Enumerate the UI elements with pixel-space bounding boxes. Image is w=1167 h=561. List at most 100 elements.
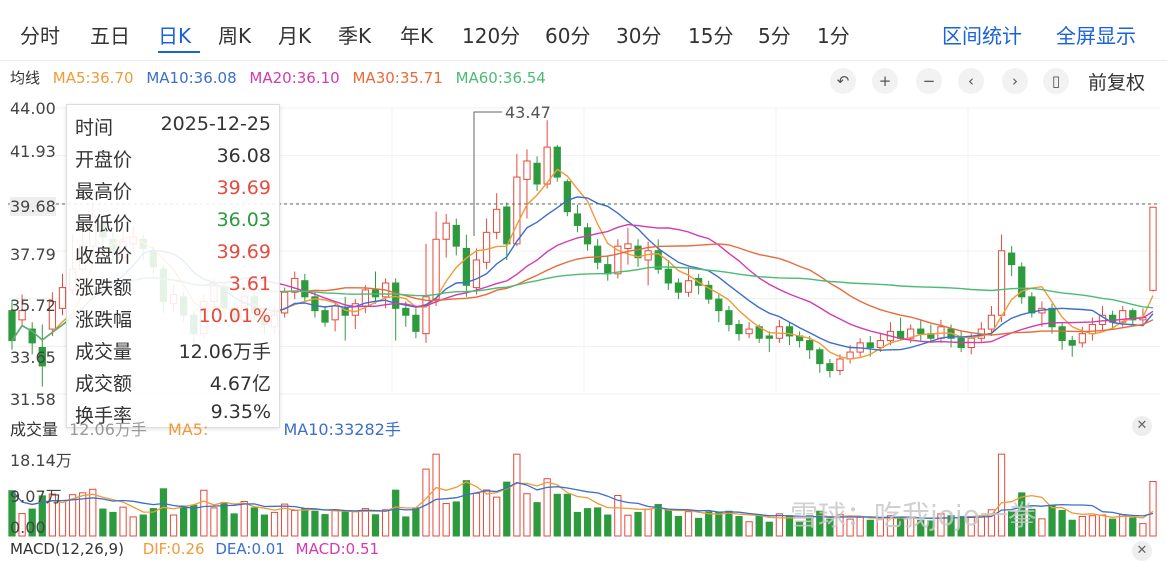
- volume-label: 成交量: [10, 420, 59, 439]
- candle: [826, 363, 834, 372]
- candle: [987, 314, 996, 330]
- volume-bar: [806, 515, 814, 537]
- volume-bar: [533, 502, 541, 537]
- volume-bar: [594, 507, 602, 537]
- volume-bar: [674, 515, 683, 537]
- candle: [725, 310, 733, 325]
- volume-bar: [654, 504, 662, 537]
- tab-60min[interactable]: 60分: [545, 24, 591, 48]
- volume-bar: [1048, 505, 1056, 537]
- volume-bar: [705, 511, 713, 537]
- volume-bar: [816, 510, 824, 537]
- candle: [1119, 310, 1127, 323]
- tab-rik[interactable]: 日K: [158, 24, 192, 48]
- volume-bar: [1108, 518, 1117, 537]
- candle: [1028, 296, 1036, 314]
- y-tick-label: 37.79: [10, 245, 56, 264]
- fullscreen-link[interactable]: 全屏显示: [1056, 24, 1136, 48]
- volume-bar: [139, 514, 147, 537]
- volume-bar: [876, 518, 885, 537]
- zoom-out-icon[interactable]: −: [916, 68, 942, 94]
- volume-bar: [129, 516, 137, 537]
- candle: [291, 277, 299, 293]
- vol-tick-label: 18.14万: [10, 451, 72, 470]
- volume-bar: [392, 489, 400, 537]
- volume-bar: [381, 509, 390, 537]
- volume-bar: [937, 513, 945, 537]
- max-price-label: 43.47: [505, 103, 551, 122]
- volume-chart[interactable]: [0, 446, 1167, 538]
- candle-icon[interactable]: ▯: [1043, 68, 1069, 94]
- tab-niank[interactable]: 年K: [400, 24, 434, 48]
- candle: [654, 250, 662, 270]
- chevron-right-icon[interactable]: ›: [1002, 68, 1028, 94]
- volume-bar: [159, 488, 168, 537]
- volume-bar: [664, 509, 672, 537]
- volume-bar: [684, 511, 693, 537]
- tab-wuri[interactable]: 五日: [90, 24, 130, 48]
- candle: [493, 208, 501, 233]
- tab-yuek[interactable]: 月K: [278, 24, 312, 48]
- candle: [18, 310, 26, 321]
- volume-bar: [462, 480, 471, 537]
- candle: [432, 238, 440, 300]
- volume-bar: [826, 518, 834, 537]
- chevron-left-icon[interactable]: ‹: [958, 68, 984, 94]
- tab-30min[interactable]: 30分: [616, 24, 662, 48]
- volume-bar: [280, 503, 289, 537]
- volume-bar: [493, 496, 501, 537]
- tab-5min[interactable]: 5分: [758, 24, 791, 48]
- candle: [1098, 314, 1107, 325]
- volume-bar: [270, 511, 279, 537]
- volume-bar: [987, 509, 996, 537]
- volume-bar: [644, 508, 652, 537]
- tab-120min[interactable]: 120分: [462, 24, 521, 48]
- volume-bar: [200, 489, 208, 537]
- candle: [634, 245, 642, 259]
- volume-bar: [513, 453, 521, 537]
- volume-bar: [28, 508, 36, 537]
- candle: [684, 280, 693, 293]
- undo-icon[interactable]: ↶: [830, 68, 856, 94]
- adjust-dropdown[interactable]: 前复权: [1088, 72, 1146, 94]
- volume-bar: [260, 514, 269, 537]
- macd-close-icon[interactable]: ✕: [1132, 541, 1152, 561]
- volume-bar: [765, 521, 773, 537]
- period-tabs: 分时 五日 日K 周K 月K 季K 年K 120分 60分 30分 15分 5分…: [0, 0, 1167, 61]
- volume-bar: [795, 521, 804, 537]
- candle: [997, 250, 1006, 316]
- candle: [533, 162, 541, 185]
- tab-jik[interactable]: 季K: [338, 24, 372, 48]
- tab-zhouk[interactable]: 周K: [218, 24, 252, 48]
- candle: [58, 287, 67, 309]
- candle: [402, 307, 410, 316]
- y-tick-label: 33.65: [10, 348, 56, 367]
- volume-legend: 成交量 12.06万手 MA5: MA10:33282手: [10, 416, 401, 440]
- candle: [38, 346, 46, 367]
- volume-bar: [351, 511, 359, 537]
- candle: [896, 330, 905, 339]
- tab-15min[interactable]: 15分: [688, 24, 734, 48]
- candle: [1018, 266, 1026, 298]
- candle: [573, 213, 582, 226]
- macd-label: MACD(12,26,9): [10, 540, 124, 558]
- candle: [876, 340, 885, 348]
- vol-tick-label: 9.07万: [10, 487, 62, 506]
- volume-bar: [432, 453, 440, 537]
- ma5-value: MA5:36.70: [52, 69, 134, 87]
- range-stats-link[interactable]: 区间统计: [942, 24, 1022, 48]
- volume-close-icon[interactable]: ✕: [1132, 416, 1152, 436]
- vol-tick-label: 0.00: [10, 518, 46, 537]
- volume-bar: [1018, 492, 1026, 537]
- candle: [1048, 307, 1056, 328]
- volume-bar: [240, 500, 248, 537]
- volume-bar: [735, 515, 743, 537]
- zoom-in-icon[interactable]: +: [872, 68, 898, 94]
- tab-1min[interactable]: 1分: [817, 24, 850, 48]
- volume-bar: [89, 488, 97, 537]
- tab-fenshi[interactable]: 分时: [20, 24, 60, 48]
- volume-bar: [250, 507, 258, 537]
- candle: [412, 314, 420, 332]
- volume-bar: [523, 493, 531, 537]
- candle: [765, 335, 773, 339]
